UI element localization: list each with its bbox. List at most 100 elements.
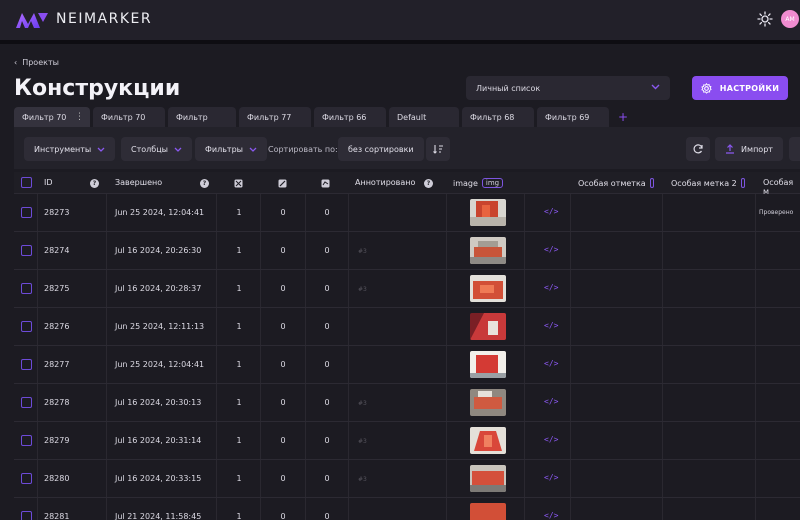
col-annotated[interactable]: Аннотировано	[355, 178, 415, 187]
tab-default[interactable]: Default	[389, 107, 459, 127]
table-row[interactable]: 28279 Jul 16 2024, 20:31:14 1 0 0 #3 </>	[14, 422, 800, 460]
row-predictions: 0	[324, 474, 330, 483]
tab-filter-70[interactable]: Фильтр 70	[93, 107, 165, 127]
col-special-mark[interactable]: Особая отметка	[578, 178, 654, 188]
filters-label: Фильтры	[205, 144, 243, 154]
tab-filter-68[interactable]: Фильтр 68	[462, 107, 534, 127]
row-cancelled: 0	[280, 322, 286, 331]
help-icon[interactable]: ?	[90, 179, 99, 188]
tools-dropdown[interactable]: Инструменты	[24, 137, 116, 161]
row-total: 1	[236, 360, 242, 369]
tab-filter-77[interactable]: Фильтр 77	[239, 107, 311, 127]
row-image-thumbnail[interactable]	[470, 313, 506, 340]
row-image-thumbnail[interactable]	[470, 199, 506, 226]
row-total: 1	[236, 208, 242, 217]
table-row[interactable]: 28281 Jul 21 2024, 11:58:45 1 0 0 </>	[14, 498, 800, 520]
table-row[interactable]: 28280 Jul 16 2024, 20:33:15 1 0 0 #3 </>	[14, 460, 800, 498]
columns-dropdown[interactable]: Столбцы	[121, 137, 192, 161]
code-icon[interactable]: </>	[544, 321, 559, 330]
tab-menu-icon[interactable]: ⋮	[75, 112, 84, 122]
row-checkbox[interactable]	[21, 321, 32, 332]
row-checkbox[interactable]	[21, 245, 32, 256]
col-special-more[interactable]: Особая м	[763, 178, 800, 196]
row-checkbox[interactable]	[21, 283, 32, 294]
row-cancelled: 0	[280, 474, 286, 483]
code-icon[interactable]: </>	[544, 397, 559, 406]
code-icon[interactable]: </>	[544, 435, 559, 444]
row-image-thumbnail[interactable]	[470, 351, 506, 378]
row-image-thumbnail[interactable]	[470, 503, 506, 520]
code-icon[interactable]: </>	[544, 359, 559, 368]
user-avatar[interactable]: AM	[781, 10, 799, 28]
table-row[interactable]: 28273 Jun 25 2024, 12:04:41 1 0 0 </> Пр…	[14, 194, 800, 232]
sort-direction-button[interactable]	[426, 137, 450, 161]
more-actions-button[interactable]	[789, 137, 800, 161]
row-image-thumbnail[interactable]	[470, 237, 506, 264]
tab-filter-66[interactable]: Фильтр 66	[314, 107, 386, 127]
row-cancelled: 0	[280, 512, 286, 520]
row-checkbox[interactable]	[21, 397, 32, 408]
row-predictions: 0	[324, 208, 330, 217]
code-icon[interactable]: </>	[544, 473, 559, 482]
col-special-more-label: Особая м	[763, 178, 794, 196]
tab-label: Фильтр 70	[22, 112, 67, 122]
code-icon[interactable]: </>	[544, 245, 559, 254]
row-completed: Jun 25 2024, 12:04:41	[115, 208, 205, 217]
row-image-thumbnail[interactable]	[470, 389, 506, 416]
row-checkbox[interactable]	[21, 435, 32, 446]
breadcrumb-back-icon: ‹	[14, 58, 18, 67]
row-image-thumbnail[interactable]	[470, 275, 506, 302]
tab-label: Default	[397, 112, 427, 122]
row-checkbox[interactable]	[21, 511, 32, 520]
code-icon[interactable]: </>	[544, 207, 559, 216]
filters-dropdown[interactable]: Фильтры	[195, 137, 267, 161]
table-row[interactable]: 28278 Jul 16 2024, 20:30:13 1 0 0 #3 </>	[14, 384, 800, 422]
tab-filter-70-active[interactable]: Фильтр 70 ⋮	[14, 107, 90, 127]
row-cancelled: 0	[280, 246, 286, 255]
theme-toggle-icon[interactable]	[757, 11, 773, 27]
neimarker-logo-icon[interactable]	[14, 10, 50, 30]
row-completed: Jul 16 2024, 20:33:15	[115, 474, 202, 483]
row-total: 1	[236, 398, 242, 407]
table-row[interactable]: 28276 Jun 25 2024, 12:11:13 1 0 0 </>	[14, 308, 800, 346]
row-checkbox[interactable]	[21, 359, 32, 370]
add-tab-button[interactable]: +	[618, 110, 629, 124]
col-completed[interactable]: Завершено	[115, 178, 162, 187]
row-id: 28277	[44, 360, 70, 369]
table-row[interactable]: 28274 Jul 16 2024, 20:26:30 1 0 0 #3 </>	[14, 232, 800, 270]
settings-button[interactable]: НАСТРОЙКИ	[692, 76, 788, 100]
column-divider	[755, 194, 756, 520]
refresh-button[interactable]	[686, 137, 710, 161]
table-row[interactable]: 28277 Jun 25 2024, 12:04:41 1 0 0 </>	[14, 346, 800, 384]
code-icon[interactable]: </>	[544, 511, 559, 520]
sort-select[interactable]: без сортировки	[338, 137, 424, 161]
total-annotations-icon	[234, 179, 243, 188]
select-all-checkbox[interactable]	[21, 177, 32, 188]
help-icon[interactable]: ?	[424, 179, 433, 188]
row-image-thumbnail[interactable]	[470, 465, 506, 492]
row-completed: Jun 25 2024, 12:11:13	[115, 322, 205, 331]
view-list-select[interactable]: Личный список	[466, 76, 670, 100]
import-button[interactable]: Импорт	[715, 137, 783, 161]
col-id[interactable]: ID	[44, 178, 53, 187]
sort-value: без сортировки	[348, 144, 414, 154]
breadcrumb[interactable]: ‹ Проекты	[14, 58, 59, 67]
table-row[interactable]: 28275 Jul 16 2024, 20:28:37 1 0 0 #3 </>	[14, 270, 800, 308]
brand-name: NEIMARKER	[56, 11, 153, 27]
col-image[interactable]: image img	[453, 178, 504, 188]
col-special-label-2[interactable]: Особая метка 2	[671, 178, 745, 188]
row-image-thumbnail[interactable]	[470, 427, 506, 454]
chevron-down-icon	[97, 147, 105, 152]
row-annotators: #3	[358, 438, 367, 445]
help-icon[interactable]: ?	[200, 179, 209, 188]
tools-label: Инструменты	[34, 144, 92, 154]
tab-filter[interactable]: Фильтр	[168, 107, 236, 127]
code-icon[interactable]: </>	[544, 283, 559, 292]
sort-order-icon	[433, 145, 443, 154]
column-divider	[216, 194, 217, 520]
row-checkbox[interactable]	[21, 207, 32, 218]
row-checkbox[interactable]	[21, 473, 32, 484]
column-divider	[570, 194, 571, 520]
tab-filter-69[interactable]: Фильтр 69	[537, 107, 609, 127]
row-predictions: 0	[324, 398, 330, 407]
